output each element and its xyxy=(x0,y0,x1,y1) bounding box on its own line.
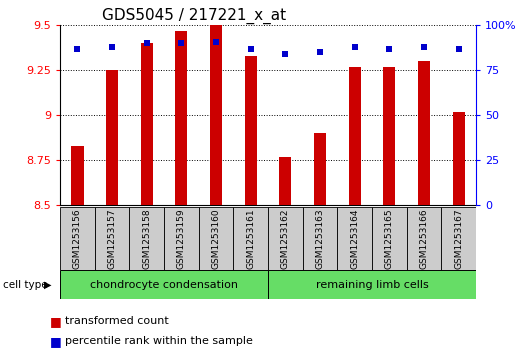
Text: ▶: ▶ xyxy=(44,280,51,290)
Point xyxy=(385,46,393,52)
Text: GSM1253157: GSM1253157 xyxy=(108,208,117,269)
Point xyxy=(281,51,290,57)
Bar xyxy=(233,207,268,270)
Text: GSM1253158: GSM1253158 xyxy=(142,208,151,269)
Bar xyxy=(245,56,257,205)
Text: GSM1253164: GSM1253164 xyxy=(350,208,359,269)
Text: GSM1253166: GSM1253166 xyxy=(419,208,428,269)
Point xyxy=(350,44,359,50)
Bar xyxy=(279,156,291,205)
Bar xyxy=(60,207,95,270)
Bar xyxy=(268,207,303,270)
Text: transformed count: transformed count xyxy=(65,316,169,326)
Bar xyxy=(441,207,476,270)
Text: GSM1253165: GSM1253165 xyxy=(385,208,394,269)
Point xyxy=(246,46,255,52)
Bar xyxy=(106,70,118,205)
Text: GDS5045 / 217221_x_at: GDS5045 / 217221_x_at xyxy=(101,8,286,24)
Bar xyxy=(129,207,164,270)
Text: ■: ■ xyxy=(50,315,61,328)
Text: remaining limb cells: remaining limb cells xyxy=(315,280,428,290)
Bar xyxy=(72,146,84,205)
Bar xyxy=(60,270,268,299)
Point xyxy=(177,41,186,46)
Bar xyxy=(210,25,222,205)
Text: GSM1253160: GSM1253160 xyxy=(212,208,221,269)
Bar xyxy=(418,61,430,205)
Bar xyxy=(372,207,407,270)
Bar xyxy=(303,207,337,270)
Bar xyxy=(95,207,129,270)
Text: GSM1253167: GSM1253167 xyxy=(454,208,463,269)
Text: GSM1253156: GSM1253156 xyxy=(73,208,82,269)
Bar xyxy=(164,207,199,270)
Bar xyxy=(199,207,233,270)
Point xyxy=(212,39,220,45)
Point xyxy=(420,44,428,50)
Bar xyxy=(268,270,476,299)
Text: ■: ■ xyxy=(50,335,61,348)
Bar xyxy=(383,67,395,205)
Bar xyxy=(407,207,441,270)
Text: percentile rank within the sample: percentile rank within the sample xyxy=(65,336,253,346)
Point xyxy=(108,44,116,50)
Point xyxy=(143,41,151,46)
Text: GSM1253163: GSM1253163 xyxy=(315,208,324,269)
Bar xyxy=(175,31,187,205)
Bar xyxy=(337,207,372,270)
Bar xyxy=(452,112,464,205)
Text: GSM1253161: GSM1253161 xyxy=(246,208,255,269)
Point xyxy=(73,46,82,52)
Bar xyxy=(314,133,326,205)
Point xyxy=(316,49,324,55)
Point xyxy=(454,46,463,52)
Text: GSM1253159: GSM1253159 xyxy=(177,208,186,269)
Bar xyxy=(349,67,361,205)
Text: chondrocyte condensation: chondrocyte condensation xyxy=(90,280,238,290)
Text: GSM1253162: GSM1253162 xyxy=(281,208,290,269)
Text: cell type: cell type xyxy=(3,280,47,290)
Bar xyxy=(141,43,153,205)
